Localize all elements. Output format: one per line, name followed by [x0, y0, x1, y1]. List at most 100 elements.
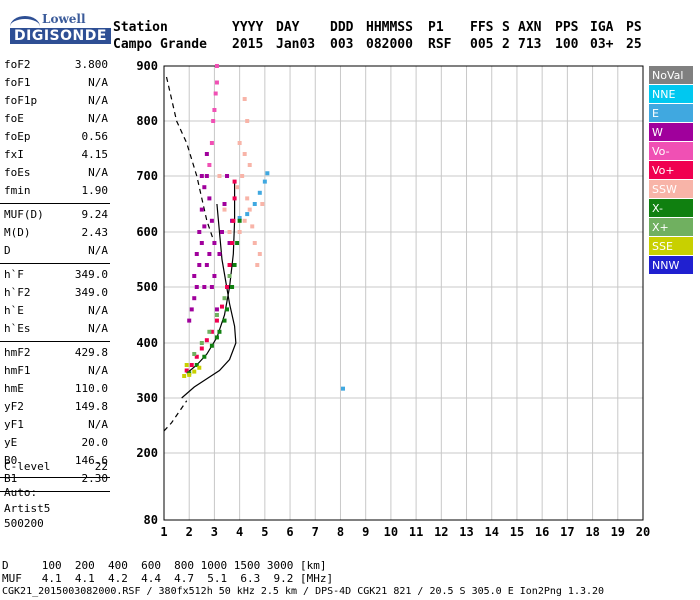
data-point-x- [225, 307, 230, 312]
data-point-w [197, 263, 202, 267]
data-point-x- [199, 341, 204, 345]
param-name: hmF1 [4, 364, 31, 377]
data-point-w [202, 285, 207, 289]
param-value: N/A [88, 166, 108, 179]
logo-lowell-text: Lowell [42, 12, 86, 26]
data-point-w [222, 202, 227, 206]
param-name: D [4, 244, 11, 257]
y-tick-label: 300 [136, 391, 158, 405]
param-value: N/A [88, 364, 108, 377]
param-value: 0.56 [81, 130, 109, 143]
param-row-he: h`E N/A [4, 302, 108, 320]
legend-item-x-minus: X- [649, 199, 693, 218]
param-row-foes: foEs N/A [4, 164, 108, 182]
data-point-x- [207, 329, 212, 334]
param-row-foe: foE N/A [4, 110, 108, 128]
param-value: 146.6 [74, 454, 108, 467]
param-name: h`E [4, 304, 24, 317]
data-point-x- [222, 318, 227, 323]
x-tick-label: 18 [585, 525, 599, 539]
data-point-sse [192, 369, 197, 374]
header-value-ps: 25 [626, 37, 642, 52]
param-divider [0, 341, 110, 342]
data-point-x- [235, 241, 240, 245]
param-value: 349.0 [74, 286, 108, 299]
data-point-vo- [232, 196, 237, 201]
param-name: foEs [4, 166, 31, 179]
param-row-hf: h`F 349.0 [4, 266, 108, 284]
data-point-ssw [257, 252, 262, 256]
data-point-ssw [217, 174, 222, 178]
param-name: C-level [4, 460, 51, 473]
data-point-vo- [213, 91, 218, 96]
header-value-iga: 03+ [590, 37, 614, 52]
data-point-w [189, 307, 194, 312]
y-tick-label: 80 [144, 513, 158, 527]
x-tick-label: 17 [560, 525, 574, 539]
x-tick-label: 19 [611, 525, 625, 539]
param-name: MUF(D) [4, 208, 44, 221]
param-value: 429.8 [74, 346, 108, 359]
data-point-w [219, 230, 224, 234]
x-tick-label: 20 [636, 525, 650, 539]
y-tick-label: 400 [136, 336, 158, 350]
param-name: yE [4, 436, 18, 449]
header-label-s: S [502, 20, 510, 35]
autoscale-label: Auto: [4, 486, 38, 499]
data-point-w [225, 174, 230, 178]
logo-digisonde-text: DIGISONDE [10, 28, 111, 44]
param-name: hmE [4, 382, 24, 395]
param-name: M(D) [4, 226, 31, 239]
data-point-ssw [245, 119, 250, 123]
param-name: foF1 [4, 76, 31, 89]
param-value: 110.0 [74, 382, 108, 395]
data-point-vo- [214, 318, 219, 323]
data-point-ssw [242, 97, 247, 101]
data-point-vo- [227, 263, 232, 267]
param-name: hmF2 [4, 346, 31, 359]
data-point-ssw [247, 207, 252, 212]
line-profile [181, 203, 237, 399]
data-point-ssw [247, 163, 252, 167]
x-tick-label: 10 [384, 525, 398, 539]
data-point-e [340, 386, 345, 391]
autoscale-version: 500200 [4, 517, 44, 530]
header-label-station: Station [113, 20, 168, 35]
data-point-vo- [194, 354, 199, 359]
header-value-day: Jan03 [276, 37, 316, 52]
param-value: N/A [88, 322, 108, 335]
param-name: yF1 [4, 418, 24, 431]
param-name: foEp [4, 130, 31, 143]
param-value: 3.800 [74, 58, 108, 71]
data-point-ssw [242, 218, 247, 223]
data-point-vo- [214, 64, 219, 68]
x-tick-label: 4 [236, 525, 243, 539]
data-point-x- [222, 296, 227, 301]
data-point-vo- [209, 329, 214, 334]
param-row-yf1: yF1 N/A [4, 416, 108, 434]
param-value: 149.8 [74, 400, 108, 413]
param-row-c-level: C-level 22 [4, 458, 108, 476]
y-tick-label: 600 [136, 225, 158, 239]
data-point-sse [197, 365, 202, 370]
legend-item-sse: SSE [649, 237, 693, 256]
param-value: N/A [88, 304, 108, 317]
x-tick-label: 5 [261, 525, 268, 539]
header-value-yyyy: 2015 [232, 37, 264, 52]
data-point-w [214, 307, 219, 312]
header-label-day: DAY [276, 20, 300, 35]
param-value: N/A [88, 94, 108, 107]
param-row-fof1: foF1 N/A [4, 74, 108, 92]
param-value: 9.24 [81, 208, 109, 221]
y-tick-label: 700 [136, 169, 158, 183]
data-point-w [202, 185, 207, 190]
param-row-d: D N/A [4, 242, 108, 260]
y-tick-label: 200 [136, 446, 158, 460]
data-point-ssw [237, 230, 242, 234]
data-point-vo- [231, 218, 236, 223]
data-point-w [187, 318, 192, 323]
data-point-ssw [237, 141, 242, 145]
header-label-ps: PS [626, 20, 642, 35]
param-name: fmin [4, 184, 31, 197]
param-name: h`Es [4, 322, 31, 335]
